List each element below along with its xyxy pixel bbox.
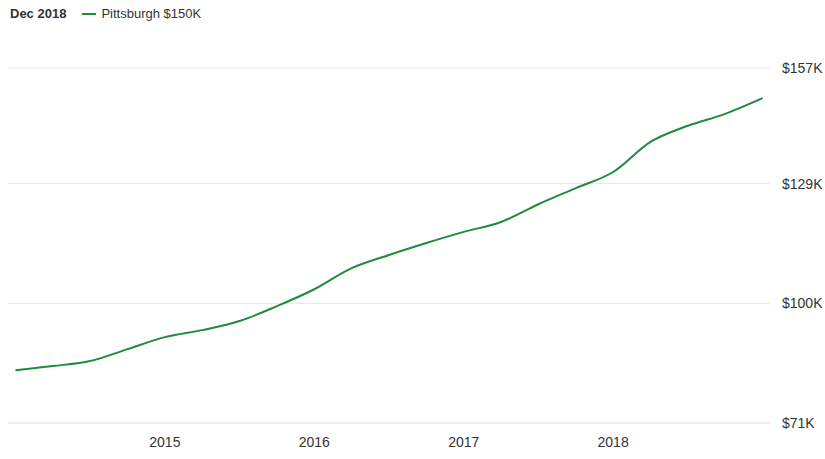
svg-text:$71K: $71K <box>782 415 815 431</box>
svg-text:2017: 2017 <box>448 434 479 450</box>
html-text:Dec 2018: Dec 2018 <box>10 6 67 21</box>
svg-text:2015: 2015 <box>149 434 180 450</box>
svg-text:2018: 2018 <box>598 434 629 450</box>
svg-text:$129K: $129K <box>782 176 817 192</box>
svg-text:2016: 2016 <box>299 434 330 450</box>
svg-text:$100K: $100K <box>782 295 817 311</box>
svg-text:$157K: $157K <box>782 60 817 76</box>
html-text:Pittsburgh $150K: Pittsburgh $150K <box>101 6 202 21</box>
